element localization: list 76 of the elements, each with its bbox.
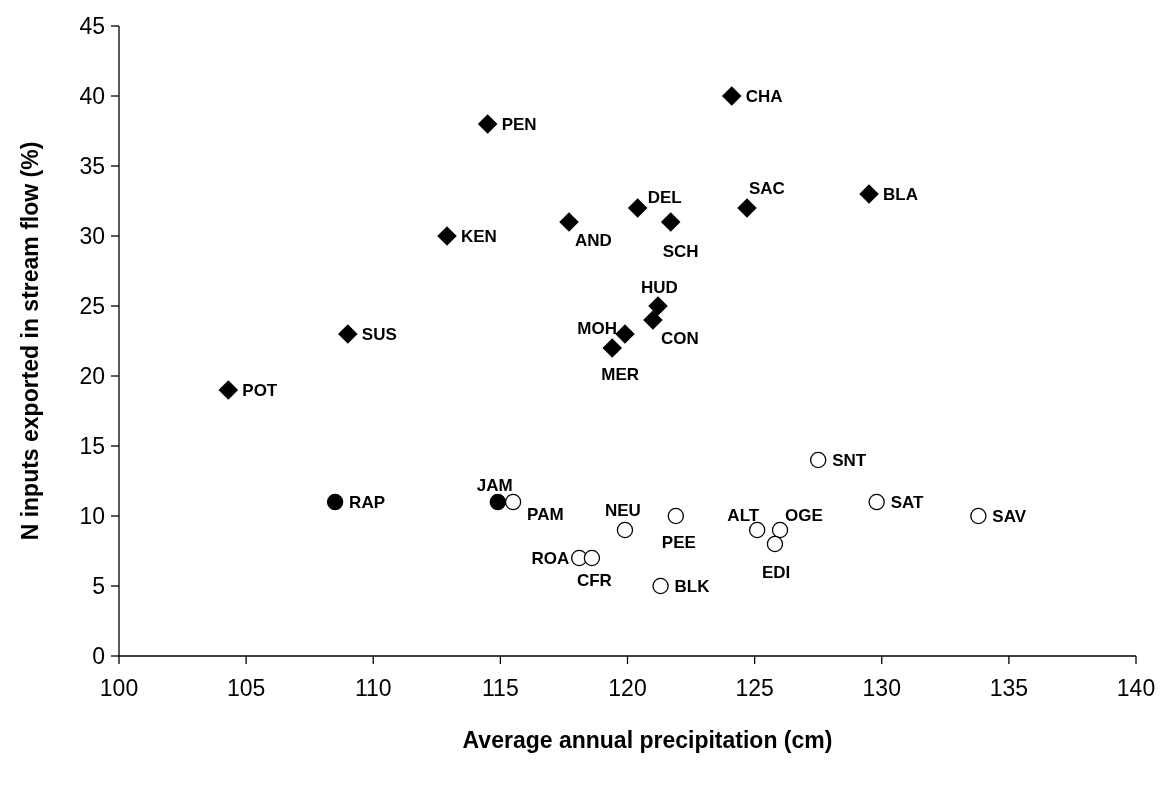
annotation: POT (242, 381, 278, 400)
y-tick-label: 35 (79, 153, 105, 180)
point (648, 296, 668, 316)
y-tick-label: 15 (79, 433, 105, 460)
point (602, 338, 622, 358)
annotation: SAC (749, 179, 785, 198)
point (766, 535, 784, 553)
annotation: JAM (476, 476, 513, 495)
x-tick-label: 110 (354, 675, 392, 701)
annotation: CHA (745, 87, 783, 106)
annotation: AND (575, 231, 612, 250)
annotation: SAT (890, 493, 925, 512)
x-axis-title: Average annual precipitation (cm) (462, 727, 833, 753)
y-tick-label: 5 (92, 573, 105, 600)
annotation: SAV (992, 507, 1027, 526)
point (583, 549, 601, 567)
annotation: CON (660, 329, 699, 348)
annotation: OGE (785, 506, 823, 525)
x-tick-label: 105 (226, 675, 266, 701)
point (643, 310, 663, 330)
annotation: KEN (460, 227, 497, 246)
point (652, 577, 669, 595)
point (868, 493, 885, 511)
point (661, 212, 681, 232)
y-tick-label: 25 (79, 293, 105, 320)
y-tick-label: 0 (92, 643, 105, 670)
annotation: SCH (662, 242, 699, 261)
point (628, 198, 648, 218)
annotation: MOH (577, 319, 617, 338)
point (737, 198, 757, 218)
annotation: BLK (674, 577, 711, 596)
point (218, 380, 238, 400)
annotation: ALT (727, 506, 760, 525)
point (771, 521, 789, 539)
point (437, 226, 457, 246)
annotation: BLA (883, 185, 918, 204)
x-tick-label: 125 (735, 675, 774, 701)
y-tick-label: 45 (79, 13, 105, 40)
point (970, 507, 987, 525)
point (748, 521, 766, 539)
y-tick-label: 30 (79, 223, 105, 250)
annotation: DEL (647, 188, 682, 207)
x-tick-label: 130 (862, 675, 901, 701)
x-tick-label: 120 (608, 675, 647, 701)
annotation: PEN (501, 115, 537, 134)
annotation: SUS (361, 325, 397, 344)
point (859, 184, 879, 204)
point (504, 493, 522, 511)
y-axis-title: N inputs exported in stream flow (%) (17, 141, 43, 541)
point (489, 493, 507, 511)
y-tick-label: 20 (79, 363, 105, 390)
annotation: EDI (761, 563, 791, 582)
point (667, 507, 685, 525)
x-tick-label: 100 (99, 675, 139, 701)
annotation: NEU (604, 501, 641, 520)
point (722, 86, 742, 106)
point (478, 114, 498, 134)
annotation: HUD (641, 278, 678, 297)
point (615, 324, 635, 344)
x-tick-label: 135 (989, 675, 1029, 701)
y-tick-label: 40 (79, 83, 105, 110)
point (616, 521, 634, 539)
annotation: MER (601, 365, 640, 384)
x-tick-label: 140 (1116, 675, 1156, 701)
x-tick-label: 115 (482, 675, 519, 701)
point (559, 212, 579, 232)
point (809, 451, 827, 469)
annotation: PAM (527, 505, 564, 524)
annotation: CFR (576, 571, 612, 590)
point (326, 493, 344, 511)
annotation: ROA (531, 549, 570, 568)
annotation: PEE (661, 533, 696, 552)
annotation: RAP (349, 493, 386, 512)
y-tick-label: 10 (79, 503, 105, 530)
annotation: SNT (832, 451, 867, 470)
point (338, 324, 358, 344)
